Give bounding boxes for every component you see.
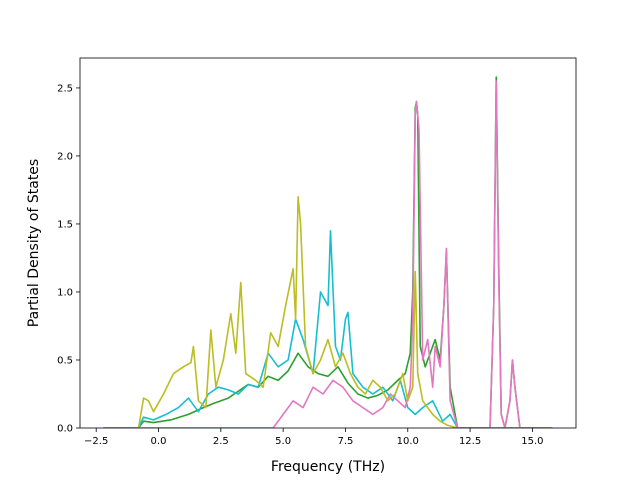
series-line-3 [103, 80, 553, 428]
x-tick-label: 12.5 [459, 436, 481, 447]
x-tick-label: 2.5 [213, 436, 229, 447]
series-line-2 [103, 229, 553, 428]
series-line-4 [103, 195, 553, 428]
y-axis: 0.0 0.5 1.0 1.5 2.0 2.5 [57, 83, 80, 435]
x-tick-label: 7.5 [337, 436, 353, 447]
y-axis-title: Partial Density of States [26, 159, 42, 327]
x-tick-label: 5.0 [275, 436, 291, 447]
y-tick-label: 1.5 [57, 219, 73, 230]
series-layer [103, 76, 553, 428]
y-tick-label: 1.0 [57, 287, 73, 298]
x-tick-label: 10.0 [397, 436, 419, 447]
x-axis: −2.5 0.0 2.5 5.0 7.5 10.0 12.5 15.0 [84, 428, 544, 447]
x-tick-label: −2.5 [84, 436, 108, 447]
x-tick-label: 0.0 [151, 436, 167, 447]
plot-area [80, 58, 576, 428]
y-tick-label: 2.0 [57, 151, 73, 162]
y-tick-label: 0.0 [57, 424, 73, 435]
x-tick-label: 15.0 [521, 436, 543, 447]
y-tick-label: 2.5 [57, 83, 73, 94]
y-tick-label: 0.5 [57, 355, 73, 366]
plot-frame [79, 57, 577, 429]
x-axis-title: Frequency (THz) [271, 459, 385, 475]
